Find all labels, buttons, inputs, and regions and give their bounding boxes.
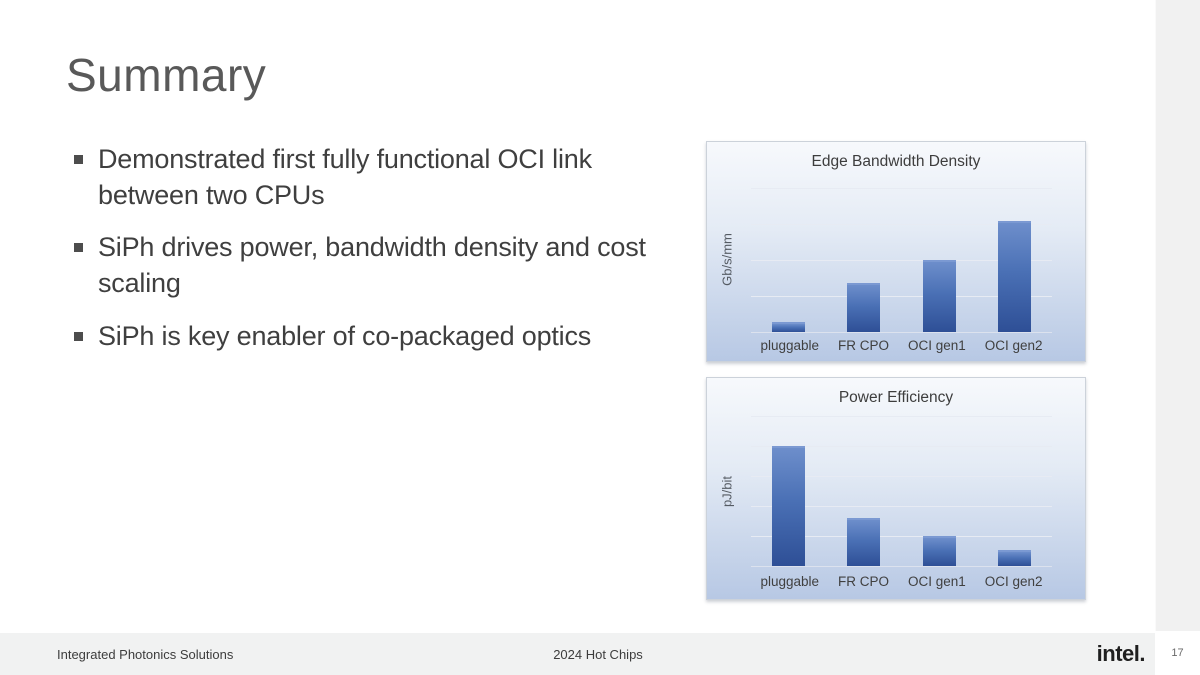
page-title: Summary: [66, 49, 267, 101]
bullet-text: Demonstrated first fully functional OCI …: [98, 144, 592, 210]
bullet-item: SiPh drives power, bandwidth density and…: [74, 230, 674, 301]
bar: [772, 446, 806, 566]
x-axis-label: OCI gen2: [984, 338, 1043, 353]
chart-power-efficiency: Power Efficiency pJ/bit pluggable FR CPO O…: [706, 377, 1086, 600]
bullet-list: Demonstrated first fully functional OCI …: [74, 142, 674, 371]
bar: [997, 221, 1031, 332]
chart-title: Power Efficiency: [838, 389, 954, 406]
y-axis-label: pJ/bit: [719, 475, 735, 508]
x-axis-baseline: [751, 332, 1052, 333]
bullet-item: SiPh is key enabler of co-packaged optic…: [74, 319, 674, 355]
x-axis-label: FR CPO: [837, 574, 889, 589]
bullet-square-icon: [74, 243, 83, 253]
bar: [922, 260, 956, 332]
gridline: [751, 296, 1052, 297]
gridline: [751, 506, 1052, 507]
gridline: [751, 260, 1052, 261]
bullet-text: SiPh is key enabler of co-packaged optic…: [98, 320, 592, 351]
footer-left-text: Integrated Photonics Solutions: [57, 646, 234, 662]
x-axis-label: OCI gen1: [907, 338, 966, 353]
gridline: [751, 224, 1052, 225]
x-axis-labels: pluggable FR CPO OCI gen1 OCI gen2: [751, 338, 1052, 353]
bar: [772, 321, 806, 332]
chart-title: Edge Bandwidth Density: [811, 153, 981, 170]
x-axis-label: FR CPO: [837, 338, 889, 353]
bar: [997, 549, 1031, 566]
y-axis-label: Gb/s/mm: [719, 233, 735, 286]
bar-series: [751, 188, 1052, 332]
chart-edge-bandwidth-density: Edge Bandwidth Density Gb/s/mm pluggable…: [706, 141, 1086, 362]
intel-logo: intel.: [1096, 641, 1146, 666]
x-axis-label: pluggable: [760, 574, 820, 589]
page-number-box: 17: [1155, 631, 1200, 675]
x-axis-labels: pluggable FR CPO OCI gen1 OCI gen2: [751, 574, 1052, 589]
footer-bar: Integrated Photonics Solutions 2024 Hot …: [0, 633, 1155, 675]
footer-center-text: 2024 Hot Chips: [553, 646, 643, 662]
bar-series: [751, 416, 1052, 566]
right-gutter: [1155, 0, 1200, 631]
x-axis-label: pluggable: [760, 338, 820, 353]
x-axis-label: OCI gen1: [907, 574, 966, 589]
plot-area: [751, 188, 1052, 333]
bar: [847, 518, 881, 566]
gridline: [751, 446, 1052, 447]
bullet-text: SiPh drives power, bandwidth density and…: [98, 232, 646, 298]
gridline: [751, 536, 1052, 537]
gridline: [751, 476, 1052, 477]
x-axis-baseline: [751, 566, 1052, 567]
x-axis-label: OCI gen2: [984, 574, 1043, 589]
bullet-square-icon: [74, 331, 83, 341]
bar: [847, 283, 881, 332]
bullet-square-icon: [74, 155, 83, 164]
page-number: 17: [1171, 647, 1184, 659]
plot-area: [751, 416, 1052, 567]
bullet-item: Demonstrated first fully functional OCI …: [74, 142, 674, 213]
gridline: [751, 416, 1052, 417]
gridline: [751, 188, 1052, 189]
bar: [922, 536, 956, 566]
